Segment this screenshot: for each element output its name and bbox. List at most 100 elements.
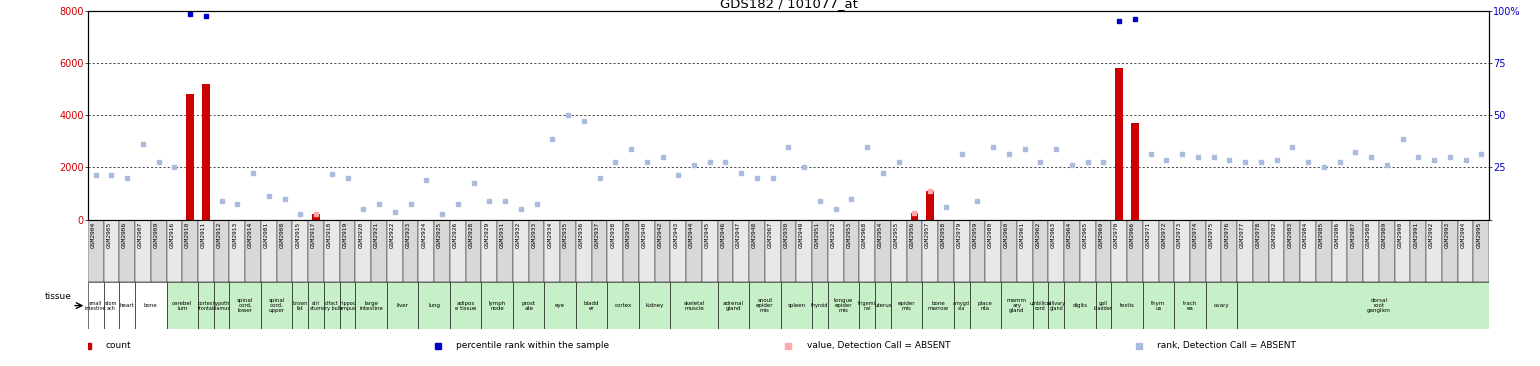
Bar: [202, 84, 209, 220]
Bar: [890, 282, 922, 329]
Text: GSM2947: GSM2947: [736, 221, 741, 248]
Bar: [182, 220, 199, 282]
Bar: [119, 282, 136, 329]
Text: cortex
frontal: cortex frontal: [197, 300, 214, 311]
Text: GSM2977: GSM2977: [1240, 221, 1246, 248]
Bar: [1269, 220, 1284, 282]
Text: GSM2983: GSM2983: [1287, 221, 1292, 248]
Text: GSM2926: GSM2926: [453, 221, 457, 248]
Bar: [1237, 282, 1520, 329]
Bar: [607, 282, 639, 329]
Text: GSM2932: GSM2932: [516, 221, 521, 248]
Bar: [576, 220, 591, 282]
Bar: [812, 282, 829, 329]
Bar: [1175, 282, 1206, 329]
Bar: [1221, 220, 1237, 282]
Bar: [308, 220, 323, 282]
Text: liver: liver: [397, 303, 408, 308]
Bar: [513, 220, 528, 282]
Bar: [748, 282, 781, 329]
Bar: [1112, 220, 1127, 282]
Text: GSM2957: GSM2957: [926, 221, 930, 248]
Text: GSM2910: GSM2910: [185, 221, 189, 248]
Bar: [323, 282, 340, 329]
Text: stri
atum: stri atum: [310, 300, 322, 311]
Bar: [1206, 220, 1221, 282]
Bar: [829, 282, 859, 329]
Text: GSM2923: GSM2923: [405, 221, 411, 248]
Bar: [1016, 220, 1032, 282]
Text: brown
fat: brown fat: [293, 300, 308, 311]
Text: thyroid: thyroid: [812, 303, 829, 308]
Bar: [465, 220, 482, 282]
Bar: [1158, 220, 1175, 282]
Text: tongue
epider
mis: tongue epider mis: [833, 298, 853, 313]
Bar: [781, 282, 812, 329]
Bar: [765, 220, 781, 282]
Bar: [702, 220, 718, 282]
Bar: [718, 282, 748, 329]
Bar: [1130, 123, 1140, 220]
Text: GSM2916: GSM2916: [169, 221, 174, 248]
Text: heart: heart: [120, 303, 134, 308]
Text: GSM2911: GSM2911: [200, 221, 206, 248]
Text: spinal
cord,
lower: spinal cord, lower: [237, 298, 254, 313]
Text: value, Detection Call = ABSENT: value, Detection Call = ABSENT: [807, 341, 950, 350]
Bar: [434, 220, 450, 282]
Bar: [733, 220, 748, 282]
Text: GSM2978: GSM2978: [1255, 221, 1261, 248]
Bar: [986, 220, 1001, 282]
Text: cerebel
lum: cerebel lum: [172, 300, 192, 311]
Bar: [166, 282, 199, 329]
Text: GSM2940: GSM2940: [642, 221, 647, 248]
Text: GSM2993: GSM2993: [1445, 221, 1449, 248]
Text: GSM2949: GSM2949: [799, 221, 804, 248]
Bar: [1300, 220, 1317, 282]
Text: GSM2956: GSM2956: [910, 221, 915, 248]
Text: GSM2965: GSM2965: [1083, 221, 1087, 248]
Text: count: count: [106, 341, 131, 350]
Bar: [199, 282, 214, 329]
Text: GSM2936: GSM2936: [579, 221, 584, 248]
Text: GSM2920: GSM2920: [359, 221, 363, 248]
Text: GSM2992: GSM2992: [1429, 221, 1434, 248]
Text: GSM2986: GSM2986: [1335, 221, 1340, 248]
Bar: [1190, 220, 1206, 282]
Text: GSM2966: GSM2966: [1130, 221, 1135, 248]
Bar: [970, 220, 986, 282]
Text: GSM2995: GSM2995: [1477, 221, 1481, 248]
Text: uterus: uterus: [875, 303, 892, 308]
Text: GSM2935: GSM2935: [564, 221, 568, 248]
Text: GSM2962: GSM2962: [1035, 221, 1041, 248]
Text: kidney: kidney: [645, 303, 664, 308]
Bar: [119, 220, 136, 282]
Text: dorsal
root
ganglion: dorsal root ganglion: [1368, 298, 1391, 313]
Bar: [371, 220, 387, 282]
Text: GSM2934: GSM2934: [547, 221, 553, 248]
Text: GSM2984: GSM2984: [1303, 221, 1307, 248]
Text: GSM2918: GSM2918: [326, 221, 331, 248]
Bar: [229, 282, 260, 329]
Bar: [103, 220, 119, 282]
Bar: [214, 282, 229, 329]
Bar: [670, 282, 718, 329]
Text: GSM2909: GSM2909: [154, 221, 159, 248]
Bar: [910, 213, 918, 220]
Bar: [1175, 220, 1190, 282]
Bar: [166, 220, 182, 282]
Text: GSM2930: GSM2930: [784, 221, 788, 248]
Bar: [419, 220, 434, 282]
Text: GSM2988: GSM2988: [1366, 221, 1371, 248]
Bar: [639, 282, 670, 329]
Text: GSM2904: GSM2904: [91, 221, 95, 248]
Text: GSM2912: GSM2912: [217, 221, 222, 248]
Bar: [545, 282, 576, 329]
Bar: [1064, 282, 1095, 329]
Text: GSM2964: GSM2964: [1067, 221, 1072, 248]
Bar: [151, 220, 166, 282]
Bar: [1095, 282, 1112, 329]
Bar: [1237, 220, 1254, 282]
Bar: [890, 220, 907, 282]
Bar: [1378, 220, 1395, 282]
Text: GSM2980: GSM2980: [989, 221, 993, 248]
